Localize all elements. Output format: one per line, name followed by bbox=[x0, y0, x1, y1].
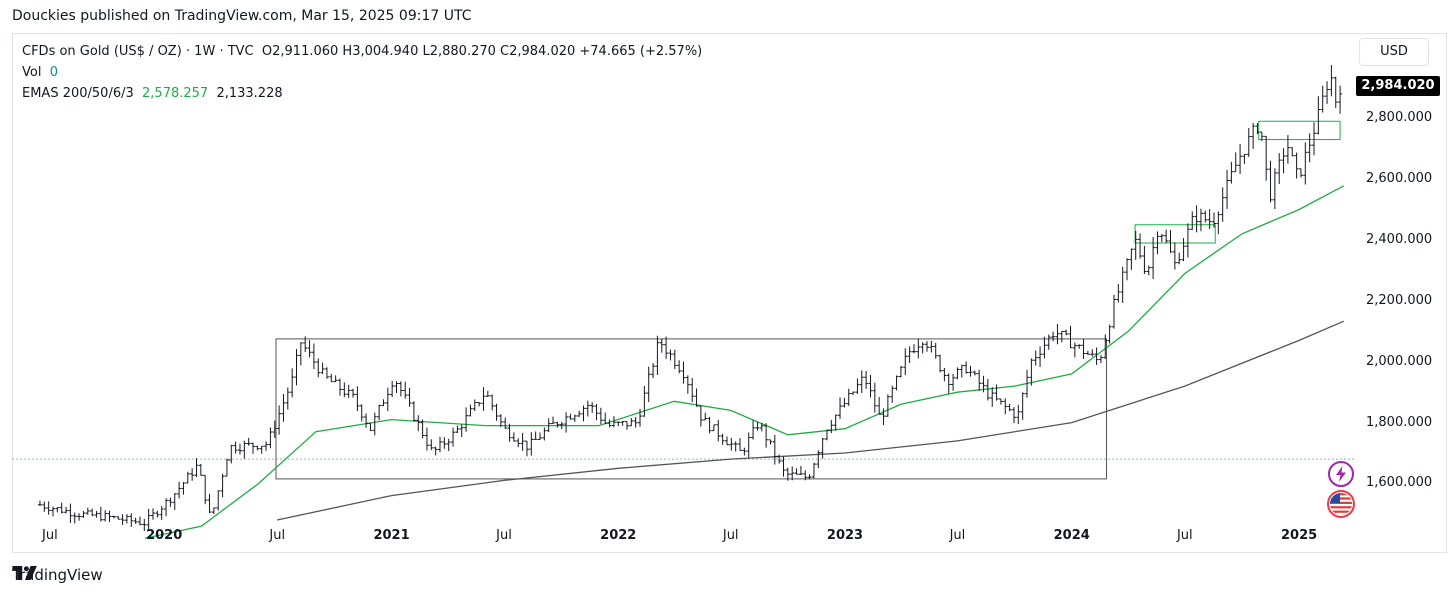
time-tick-label: 2022 bbox=[600, 528, 637, 543]
legend-ema-row[interactable]: EMAS 200/50/6/3 2,578.257 2,133.228 bbox=[22, 86, 283, 101]
time-tick-label: Jul bbox=[269, 528, 286, 543]
time-tick-label: 2024 bbox=[1053, 528, 1090, 543]
legend-ema50-value: 2,578.257 bbox=[142, 86, 209, 101]
published-caption: Douckies published on TradingView.com, M… bbox=[12, 8, 472, 24]
time-tick-label: 2021 bbox=[373, 528, 410, 543]
legend-symbol-row[interactable]: CFDs on Gold (US$ / OZ) · 1W · TVC O2,91… bbox=[22, 44, 702, 59]
price-tick-label: 2,800.000 bbox=[1366, 110, 1433, 126]
time-tick-label: Jul bbox=[1176, 528, 1193, 543]
time-tick-label: Jul bbox=[722, 528, 739, 543]
ema-50-line bbox=[144, 185, 1345, 539]
currency-selector[interactable]: USD bbox=[1359, 38, 1429, 66]
time-tick-label: Jul bbox=[496, 528, 512, 543]
support-zone-box bbox=[1134, 224, 1216, 244]
legend-vol-label[interactable]: Vol bbox=[22, 65, 42, 80]
us-flag-event-icon[interactable] bbox=[1327, 490, 1355, 518]
legend-ema200-value: 2,133.228 bbox=[216, 86, 283, 101]
support-zone-box bbox=[1258, 120, 1341, 141]
time-tick-label: Jul bbox=[949, 528, 966, 543]
price-tick-label: 2,400.000 bbox=[1366, 231, 1433, 247]
tradingview-logo-icon bbox=[12, 566, 37, 580]
time-tick-label: 2025 bbox=[1280, 528, 1318, 543]
time-tick-label: 2023 bbox=[826, 528, 864, 543]
lightning-event-icon[interactable] bbox=[1327, 460, 1355, 488]
legend-volume-row[interactable]: Vol 0 bbox=[22, 65, 58, 80]
legend-ema-label[interactable]: EMAS 200/50/6/3 bbox=[22, 86, 134, 101]
tradingview-footer[interactable]: TradingView bbox=[12, 566, 103, 584]
price-tick-label: 2,000.000 bbox=[1366, 353, 1433, 369]
legend-vol-value: 0 bbox=[49, 65, 58, 80]
price-chart[interactable] bbox=[12, 33, 1355, 539]
time-tick-label: 2020 bbox=[146, 528, 183, 543]
price-tick-label: 1,800.000 bbox=[1366, 414, 1433, 430]
ema-200-line bbox=[277, 320, 1345, 521]
price-tick-label: 2,200.000 bbox=[1366, 292, 1433, 308]
plot-area[interactable] bbox=[12, 33, 1355, 539]
chart-frame bbox=[12, 33, 1447, 553]
legend-symbol[interactable]: CFDs on Gold (US$ / OZ) · 1W · TVC bbox=[22, 44, 254, 59]
price-tick-label: 1,600.000 bbox=[1366, 475, 1433, 491]
price-tick-label: 2,600.000 bbox=[1366, 171, 1433, 187]
last-price-label: 2,984.020 bbox=[1356, 76, 1440, 96]
consolidation-range-box bbox=[275, 338, 1108, 480]
time-tick-label: Jul bbox=[42, 528, 58, 543]
legend-ohlc: O2,911.060 H3,004.940 L2,880.270 C2,984.… bbox=[261, 44, 703, 59]
